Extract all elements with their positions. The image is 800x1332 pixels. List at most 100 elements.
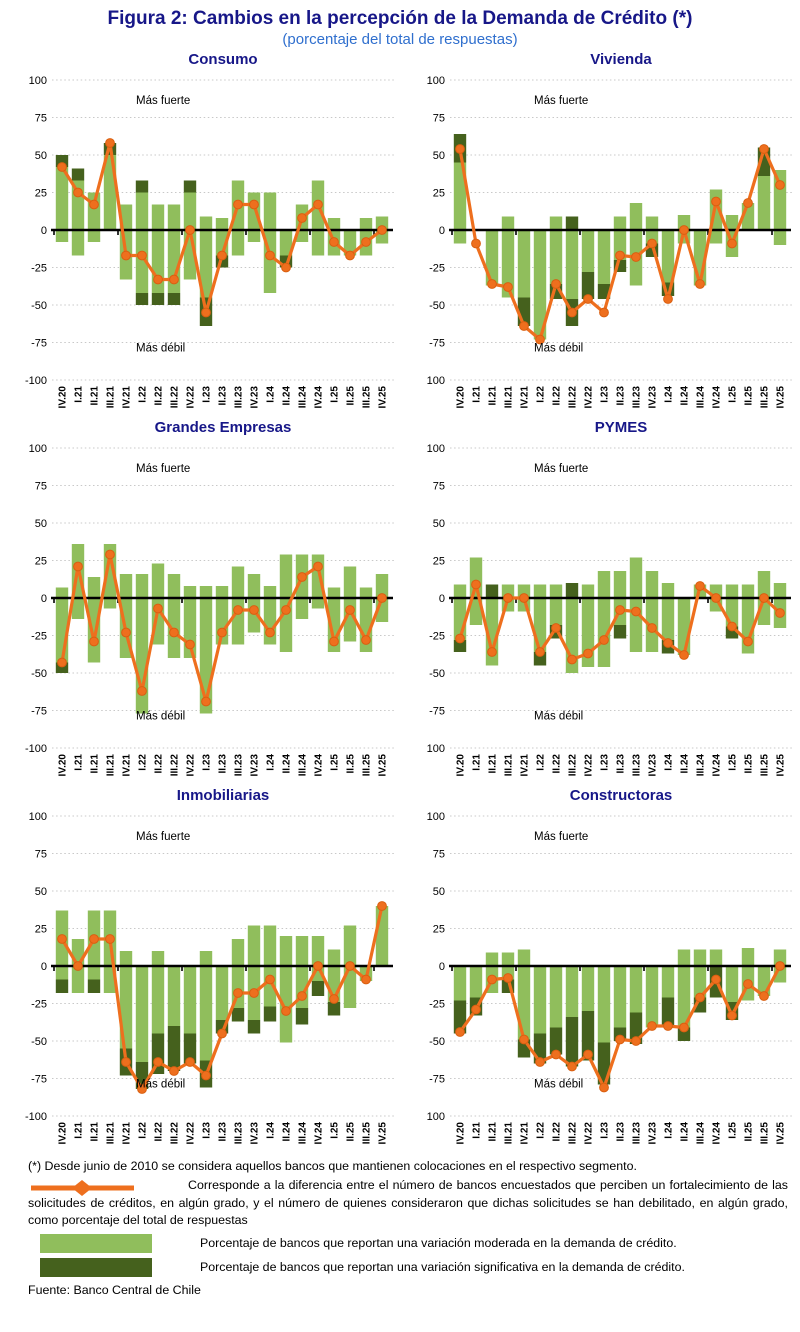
- stronger-annotation: Más fuerte: [136, 831, 190, 843]
- bar-significant-down: [135, 293, 149, 305]
- net-line-marker: [57, 162, 67, 172]
- net-line-marker: [137, 250, 147, 261]
- x-axis-labels: IV.20 I.21 II.21 III.21 IV.21 I.22 II.22 III.22…: [456, 754, 787, 777]
- y-tick-label: 25: [35, 188, 47, 200]
- bar-moderate-up: [327, 587, 341, 598]
- bar-moderate-up: [247, 574, 261, 598]
- bar-significant-down: [231, 1008, 245, 1022]
- bar-moderate-up: [757, 571, 771, 598]
- line-diamond-symbol: [31, 1180, 134, 1197]
- x-tick-label: II.22: [154, 754, 165, 774]
- charts-grid: Consumo 100 75 50 25 0 -25 -50 -75 -100 Más fuert…: [0, 50, 800, 1154]
- net-line-marker: [471, 579, 481, 590]
- net-line-marker: [265, 974, 275, 985]
- x-tick-label: IV.20: [456, 386, 467, 409]
- net-line-marker: [361, 974, 371, 985]
- x-tick-label: II.21: [90, 386, 101, 406]
- net-line-marker: [471, 238, 481, 249]
- net-line-marker: [137, 1084, 147, 1094]
- y-axis-labels: 100 75 50 25 0 -25 -50 -75 -100: [25, 75, 47, 387]
- bar-significant-down: [327, 1002, 341, 1016]
- bar-moderate-up: [469, 557, 483, 598]
- x-tick-label: II.24: [282, 386, 293, 406]
- chart-title-inmobiliarias: Inmobiliarias: [176, 787, 270, 804]
- x-axis-labels: IV.20 I.21 II.21 III.21 IV.21 I.22 II.22 III.22…: [58, 386, 389, 409]
- net-line-series: [57, 549, 387, 707]
- bar-moderate-up: [741, 584, 755, 598]
- bar-moderate-down: [279, 230, 293, 256]
- net-line-marker: [57, 934, 67, 944]
- x-tick-label: III.24: [696, 754, 707, 777]
- bar-significant-down: [581, 1011, 595, 1061]
- y-tick-label: -75: [429, 1074, 445, 1086]
- x-tick-label: I.25: [330, 386, 341, 403]
- bar-moderate-up: [167, 204, 181, 230]
- x-tick-label: II.23: [616, 754, 627, 774]
- bar-moderate-down: [469, 598, 483, 625]
- bar-moderate-up: [343, 566, 357, 598]
- figure-subtitle: (porcentaje del total de respuestas): [282, 31, 518, 48]
- x-tick-label: IV.21: [122, 386, 133, 409]
- weaker-annotation: Más débil: [534, 343, 583, 355]
- x-tick-label: I.22: [138, 386, 149, 403]
- significant-swatch: [40, 1258, 152, 1278]
- y-tick-label: -25: [429, 999, 445, 1011]
- net-line-marker: [727, 621, 737, 632]
- x-tick-label: I.23: [600, 754, 611, 771]
- x-tick-label: IV.20: [456, 754, 467, 777]
- bar-moderate-down: [135, 966, 149, 1062]
- y-tick-label: 50: [35, 150, 47, 162]
- net-line-series: [455, 144, 785, 345]
- net-line-marker: [361, 237, 371, 247]
- bar-moderate-down: [247, 230, 261, 242]
- chart-canvas-pymes: 100 75 50 25 0 -25 -50 -75 100 Más fuerte Más débi…: [427, 443, 792, 777]
- bar-moderate-down: [597, 230, 611, 284]
- bar-significant-down: [661, 997, 675, 1026]
- bar-moderate-up: [359, 218, 373, 230]
- bar-moderate-up: [677, 949, 691, 966]
- bar-moderate-up: [725, 215, 739, 230]
- net-line-marker: [201, 307, 211, 318]
- x-tick-label: I.23: [600, 386, 611, 403]
- bar-moderate-up: [135, 192, 149, 230]
- significant-legend-text: Porcentaje de bancos que reportan una va…: [200, 1260, 685, 1275]
- bar-moderate-up: [183, 586, 197, 598]
- x-tick-label: III.21: [504, 386, 515, 409]
- y-tick-label: 100: [427, 443, 445, 455]
- bar-significant-down: [597, 284, 611, 299]
- bar-moderate-up: [501, 952, 515, 966]
- x-tick-label: II.23: [616, 1122, 627, 1142]
- y-tick-label: 25: [35, 924, 47, 936]
- bar-moderate-down: [629, 966, 643, 1013]
- weaker-annotation: Más débil: [534, 711, 583, 723]
- y-tick-label: 100: [29, 75, 47, 87]
- bar-moderate-down: [343, 230, 357, 256]
- x-tick-label: IV.24: [712, 754, 723, 777]
- x-tick-label: IV.22: [186, 1122, 197, 1145]
- net-line-marker: [105, 138, 115, 148]
- bar-moderate-down: [55, 230, 69, 242]
- x-tick-label: II.22: [154, 386, 165, 406]
- x-tick-label: IV.25: [776, 1122, 787, 1145]
- x-tick-label: IV.24: [314, 386, 325, 409]
- bar-moderate-up: [295, 936, 309, 966]
- net-line-marker: [727, 238, 737, 249]
- bar-significant-down: [87, 979, 101, 993]
- x-tick-label: III.22: [170, 386, 181, 409]
- bar-moderate-up: [517, 949, 531, 966]
- x-axis: [449, 964, 791, 971]
- x-tick-label: III.25: [760, 1122, 771, 1145]
- bar-moderate-down: [199, 230, 213, 298]
- net-line-marker: [73, 561, 83, 572]
- net-line-marker: [233, 988, 243, 998]
- chart-grandes-empresas: Grandes Empresas 100 75 50 25 0 -25 -50 -75 -100…: [2, 418, 400, 786]
- x-tick-label: III.23: [234, 754, 245, 777]
- x-tick-label: I.25: [330, 1122, 341, 1139]
- net-line-marker: [265, 250, 275, 261]
- net-line-marker: [551, 1049, 561, 1060]
- x-tick-label: III.25: [760, 386, 771, 409]
- bar-moderate-down: [71, 230, 85, 256]
- x-axis-labels: IV.20 I.21 II.21 III.21 IV.21 I.22 II.22 III.22…: [58, 754, 389, 777]
- net-line-marker: [679, 225, 689, 235]
- bar-moderate-up: [629, 557, 643, 598]
